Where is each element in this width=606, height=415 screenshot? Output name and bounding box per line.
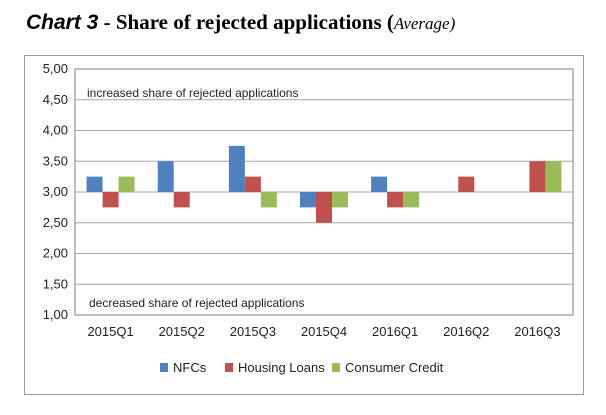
legend-swatch: [160, 363, 168, 372]
annotation-increased: increased share of rejected applications: [87, 86, 298, 100]
x-tick-label: 2016Q1: [372, 324, 418, 339]
plot-area-border: [74, 68, 574, 316]
x-tick-label: 2016Q3: [514, 324, 560, 339]
legend-label: Consumer Credit: [345, 360, 444, 375]
y-tick-label: 5,00: [43, 61, 68, 76]
x-tick-label: 2016Q2: [443, 324, 489, 339]
y-tick-label: 3,50: [43, 153, 68, 168]
y-axis: 1,00 1,50 2,00 2,50 3,00 3,50 4,00 4,50 5,00: [43, 61, 68, 322]
legend-label: Housing Loans: [238, 360, 325, 375]
chart-title-lead: Chart 3: [26, 11, 99, 34]
y-tick-label: 4,50: [43, 92, 68, 107]
chart-title-average: Average): [393, 14, 456, 33]
x-tick-label: 2015Q1: [87, 324, 133, 339]
bar: [118, 176, 135, 192]
bar: [300, 192, 316, 208]
bar: [102, 192, 119, 208]
bar: [244, 176, 261, 192]
bars: [86, 145, 562, 223]
chart-title-sep: -: [98, 10, 116, 34]
bar: [173, 192, 190, 208]
bar: [86, 176, 103, 192]
y-tick-label: 4,00: [43, 123, 68, 138]
bar-chart: 1,00 1,50 2,00 2,50 3,00 3,50 4,00 4,50 5,00 201…: [43, 61, 574, 375]
y-tick-label: 2,00: [43, 246, 68, 261]
bar: [403, 192, 420, 208]
x-tick-label: 2015Q2: [159, 324, 205, 339]
y-tick-label: 2,50: [43, 215, 68, 230]
bar: [260, 192, 277, 208]
chart-title-open-paren: (: [386, 10, 394, 34]
legend-label: NFCs: [173, 360, 207, 375]
bar: [332, 192, 348, 208]
bar: [545, 161, 562, 192]
bar: [371, 176, 388, 192]
x-tick-label: 2015Q3: [230, 324, 276, 339]
y-tick-label: 3,00: [43, 184, 68, 199]
bar: [157, 161, 174, 192]
x-tick-label: 2015Q4: [301, 324, 347, 339]
bar: [228, 145, 245, 192]
legend-swatch: [332, 363, 340, 372]
chart-title-main: Share of rejected applications: [115, 10, 387, 34]
annotation-decreased: decreased share of rejected applications: [89, 296, 304, 310]
x-axis: 2015Q1 2015Q2 2015Q3 2015Q4 2016Q1 2016Q2 2016…: [87, 324, 560, 339]
chart-frame: 1,00 1,50 2,00 2,50 3,00 3,50 4,00 4,50 5,00 201…: [24, 55, 584, 395]
y-tick-label: 1,00: [43, 307, 68, 322]
bar: [529, 161, 546, 192]
bar: [387, 192, 404, 208]
legend: NFCs Housing Loans Consumer Credit: [160, 360, 444, 375]
legend-swatch: [225, 363, 233, 372]
bar: [458, 176, 475, 192]
bar: [316, 192, 332, 223]
y-tick-label: 1,50: [43, 276, 68, 291]
chart-title: Chart 3 - Share of rejected applications…: [26, 10, 455, 35]
